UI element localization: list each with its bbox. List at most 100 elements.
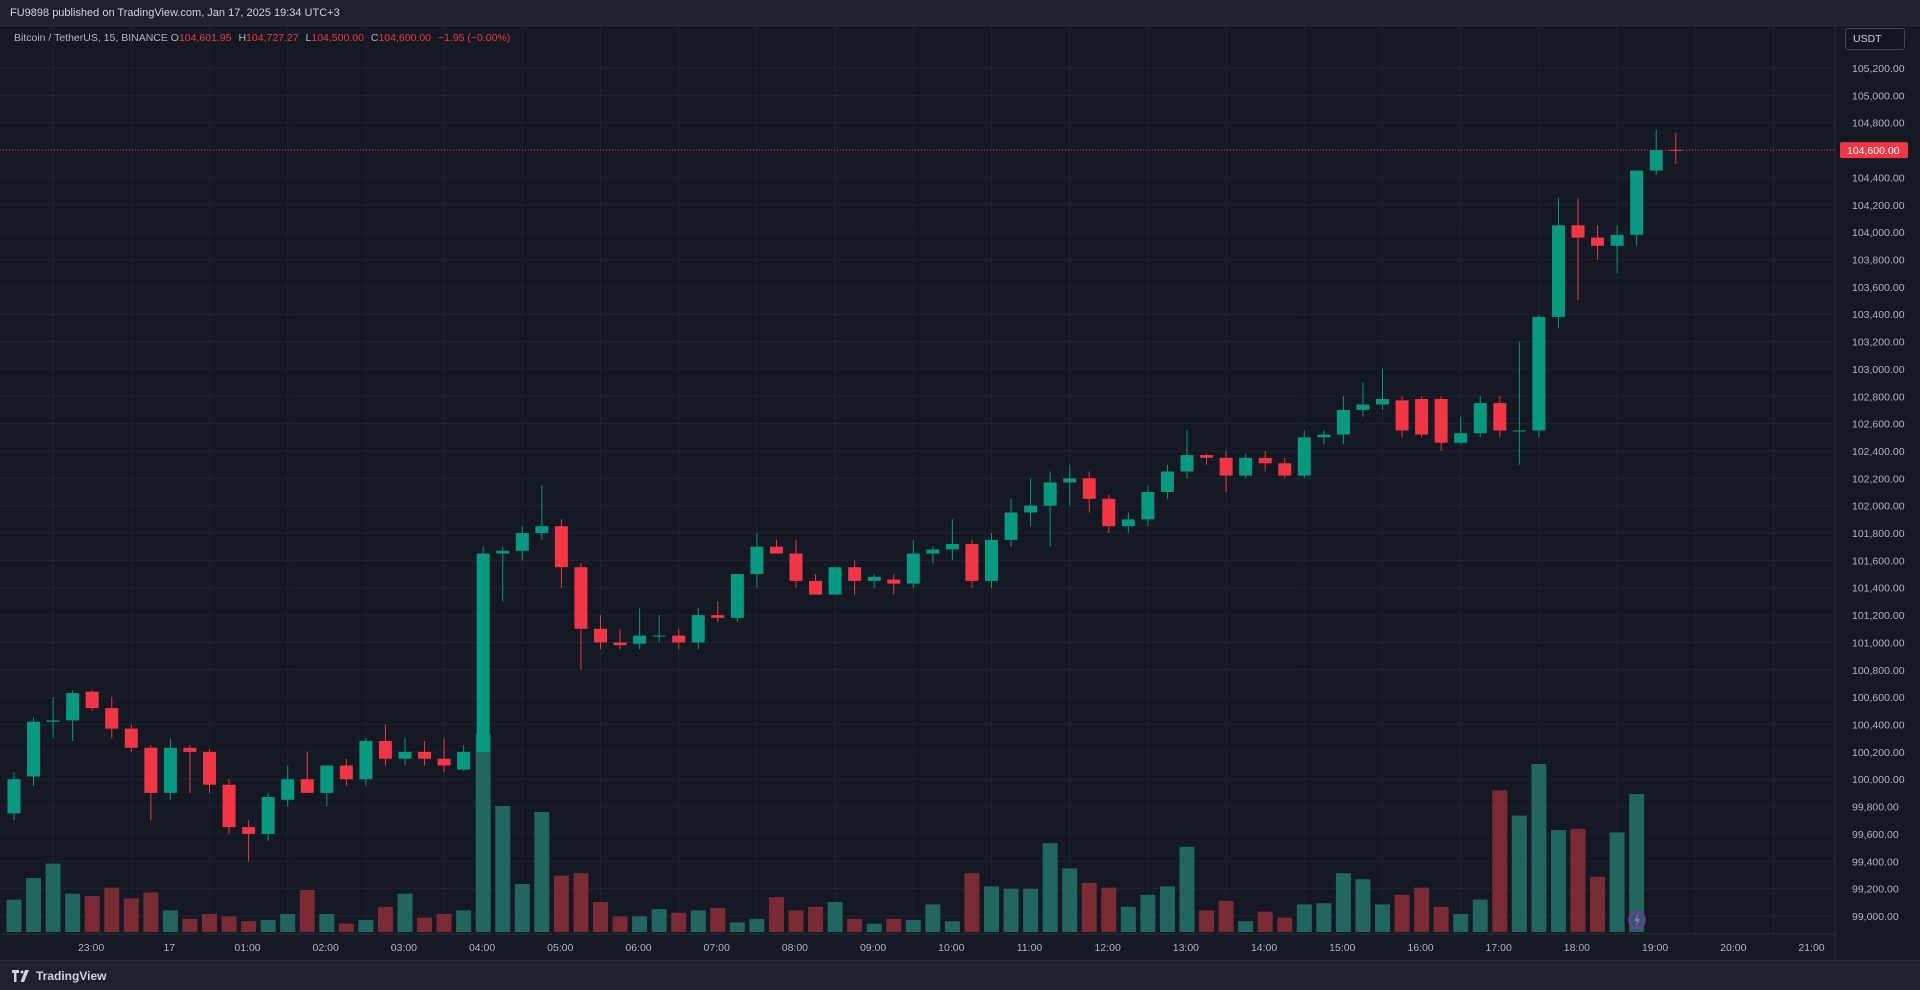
candle-body xyxy=(574,567,588,629)
candle-body xyxy=(1200,455,1214,458)
volume-bar xyxy=(143,892,159,932)
candle-body xyxy=(769,546,783,554)
volume-bar xyxy=(495,806,511,932)
candle-body xyxy=(789,553,803,581)
chart-area[interactable]: 105,200.00 105,000.00 104,800.00 104,600.00… xyxy=(0,26,1920,960)
price-tick-label: 102,000.00 xyxy=(1852,501,1905,513)
volume-bar xyxy=(808,906,824,932)
candle-body xyxy=(515,533,529,551)
candle-body xyxy=(1512,430,1526,432)
candle-body xyxy=(1043,482,1057,506)
candle-body xyxy=(652,635,666,637)
candle-body xyxy=(27,721,41,777)
volume-bar xyxy=(162,910,178,932)
time-tick-label: 17 xyxy=(163,942,175,954)
volume-bar xyxy=(299,890,315,932)
candle-body xyxy=(1571,225,1585,238)
volume-bar xyxy=(729,922,745,932)
volume-bar xyxy=(377,906,393,932)
candle-body xyxy=(66,693,80,721)
time-tick-label: 20:00 xyxy=(1720,942,1746,954)
candlestick-chart[interactable]: 105,200.00 105,000.00 104,800.00 104,600.00… xyxy=(0,26,1920,960)
time-tick-label: 15:00 xyxy=(1329,942,1355,954)
candle-body xyxy=(633,635,647,644)
candle-body xyxy=(1317,434,1331,438)
tradingview-logo-icon xyxy=(12,969,29,982)
candle-body xyxy=(1336,409,1350,435)
time-tick-label: 05:00 xyxy=(547,942,573,954)
candle-body xyxy=(691,615,705,643)
time-tick-label: 18:00 xyxy=(1564,942,1590,954)
candle-body xyxy=(85,691,99,709)
volume-bar xyxy=(84,896,100,932)
price-tick-label: 105,200.00 xyxy=(1852,63,1905,75)
volume-bar xyxy=(905,920,921,932)
published-text: FU9898 published on TradingView.com, Jan… xyxy=(10,6,340,19)
price-tick-label: 104,400.00 xyxy=(1852,172,1905,184)
price-tick-label: 101,000.00 xyxy=(1852,637,1905,649)
volume-bar xyxy=(202,914,217,932)
candle-body xyxy=(1395,400,1409,431)
candle-body xyxy=(906,553,920,584)
candle-body xyxy=(1024,505,1038,513)
candle-body xyxy=(535,526,549,534)
candle-body xyxy=(1630,170,1644,235)
candle-body xyxy=(867,576,881,581)
price-tick-label: 103,000.00 xyxy=(1852,364,1905,376)
candle-body xyxy=(1160,471,1174,492)
candle-body xyxy=(1278,463,1292,476)
time-tick-label: 11:00 xyxy=(1017,942,1043,954)
volume-bar xyxy=(1550,830,1566,932)
price-tick-label: 105,000.00 xyxy=(1852,90,1905,102)
candle-body xyxy=(809,580,823,595)
candle-body xyxy=(1063,478,1077,483)
candle-body xyxy=(848,567,862,581)
price-tick-label: 102,200.00 xyxy=(1852,473,1905,485)
volume-bar xyxy=(710,908,726,932)
time-tick-label: 08:00 xyxy=(782,942,808,954)
volume-bar xyxy=(514,884,530,932)
currency-selector[interactable]: USDT xyxy=(1845,28,1905,50)
price-tick-label: 101,600.00 xyxy=(1852,555,1905,567)
symbol-name: Bitcoin / TetherUS, 15, BINANCE xyxy=(14,32,168,44)
price-tick-label: 100,400.00 xyxy=(1852,720,1905,732)
volume-bar xyxy=(632,916,648,932)
volume-bar xyxy=(1003,888,1019,932)
footer-brand: TradingView xyxy=(36,968,107,983)
volume-bar xyxy=(182,918,198,932)
candle-body xyxy=(359,740,373,780)
low-value: 104,500.00 xyxy=(311,32,364,44)
candle-body xyxy=(1376,398,1389,405)
candle-body xyxy=(281,779,295,800)
volume-bar xyxy=(768,897,784,932)
volume-bar xyxy=(1375,904,1390,932)
volume-bar xyxy=(475,734,491,932)
close-value: 104,600.00 xyxy=(378,32,432,44)
volume-bar xyxy=(925,904,941,932)
candle-body xyxy=(1415,398,1429,435)
volume-bar xyxy=(6,899,22,932)
candle-body xyxy=(828,567,842,595)
high-value: 104,727.27 xyxy=(246,32,299,44)
candle-body xyxy=(1610,234,1624,246)
candle-body xyxy=(1082,478,1096,499)
volume-bar xyxy=(612,916,628,932)
candle-body xyxy=(105,708,119,729)
time-tick-label: 04:00 xyxy=(469,942,495,954)
candle-body xyxy=(183,747,197,752)
volume-bar xyxy=(260,920,276,932)
candle-body xyxy=(613,642,627,646)
candle-body xyxy=(1454,433,1468,443)
candle-body xyxy=(242,827,256,834)
volume-bar xyxy=(1277,917,1293,932)
price-tick-label: 99,400.00 xyxy=(1852,856,1899,868)
candle-body xyxy=(144,747,158,793)
volume-bar xyxy=(1140,894,1156,932)
volume-bar xyxy=(65,893,81,932)
volume-bar xyxy=(1257,911,1273,932)
volume-bar xyxy=(26,878,42,932)
price-tick-label: 102,400.00 xyxy=(1852,446,1905,458)
volume-bar xyxy=(241,921,257,932)
candle-body xyxy=(985,539,998,581)
open-value: 104,601.95 xyxy=(178,32,232,44)
